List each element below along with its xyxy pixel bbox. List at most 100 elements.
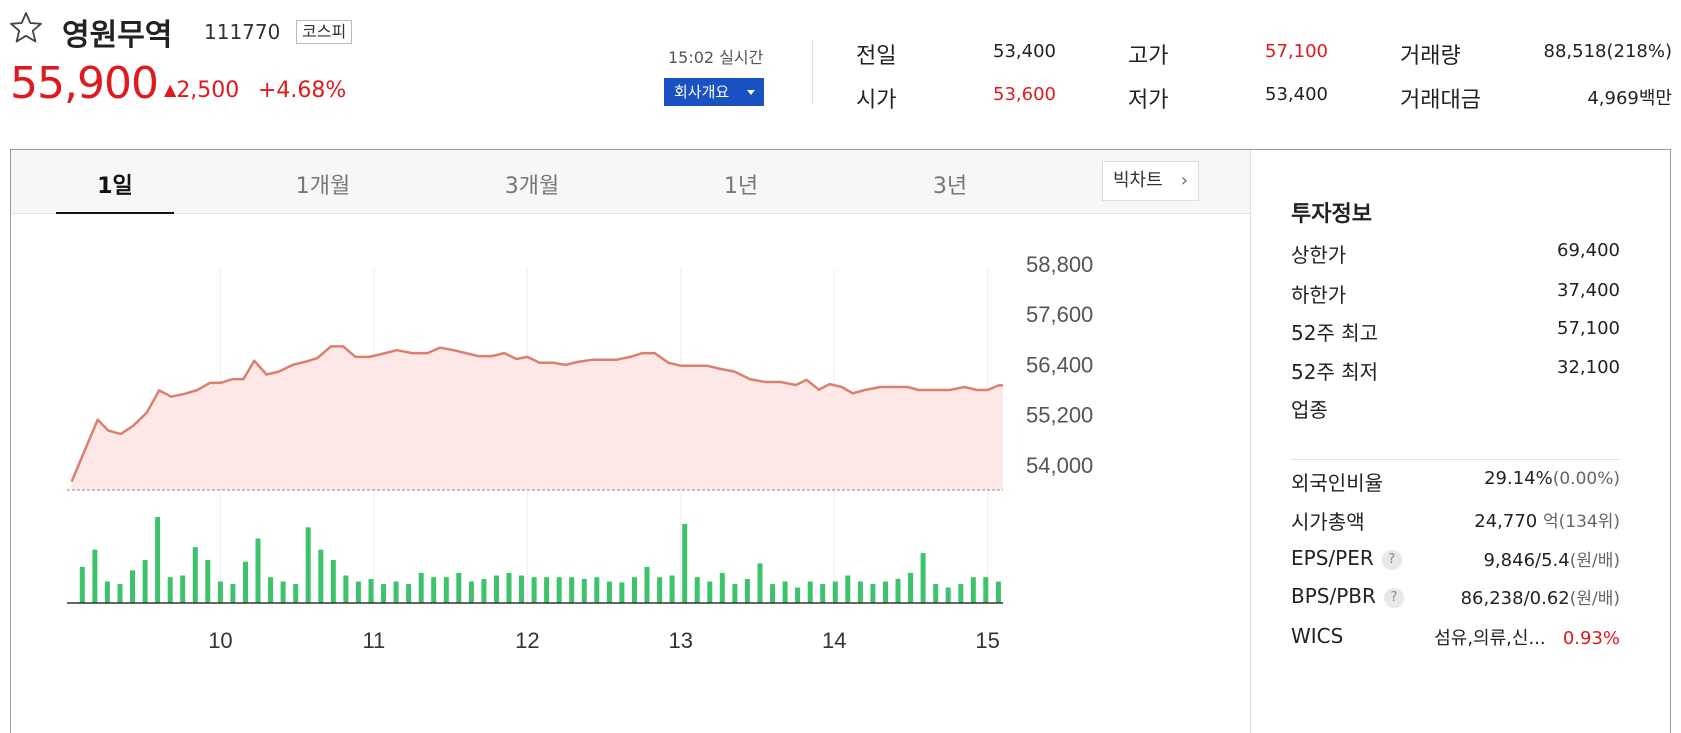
volume-bar	[330, 560, 336, 603]
volume-bar	[958, 584, 964, 603]
volume-bar	[744, 578, 750, 603]
volume-bar	[569, 577, 575, 603]
stat-value-trade-value: 4,969백만	[1587, 88, 1672, 109]
volume-bar	[519, 575, 524, 603]
x-tick-label: 14	[822, 628, 846, 653]
volume-bar	[895, 578, 901, 603]
wics-label: WICS	[1291, 624, 1344, 648]
volume-bar	[368, 578, 374, 603]
volume-bar	[443, 577, 449, 603]
x-tick-label: 10	[208, 628, 232, 653]
volume-bar	[230, 584, 236, 603]
lower-limit-label: 하한가	[1291, 283, 1347, 307]
volume-bar	[268, 577, 274, 603]
help-icon[interactable]: ?	[1383, 588, 1404, 608]
volume-bar	[883, 581, 888, 603]
volume-bar	[995, 581, 1001, 603]
tab-1day[interactable]: 1일	[97, 174, 133, 199]
52week-low-label: 52주 최저	[1291, 360, 1379, 384]
chart-panel: 1일 1개월 3개월 1년 3년 빅차트 › 58,800 57,600 56,40…	[10, 149, 1671, 733]
volume-bar	[606, 581, 612, 603]
bps-pbr-value: 86,238/0.62(원/배)	[1411, 584, 1620, 609]
volume-bar	[506, 572, 512, 603]
volume-bar	[870, 584, 876, 603]
volume-bar	[669, 575, 675, 603]
market-cap-label: 시가총액	[1291, 510, 1365, 534]
current-price: 55,900	[10, 58, 159, 109]
stat-value-open: 53,600	[993, 84, 1056, 105]
volume-bar	[619, 582, 625, 603]
volume-bar	[318, 549, 324, 603]
price-change-value: 2,500	[176, 78, 240, 103]
company-overview-dropdown[interactable]: 회사개요	[664, 78, 764, 106]
tab-1year[interactable]: 1년	[723, 174, 759, 199]
wics-industry[interactable]: 섬유,의류,신...	[1434, 628, 1546, 649]
y-tick-label: 58,800	[1026, 252, 1093, 277]
company-overview-label: 회사개요	[674, 83, 730, 101]
volume-bar	[719, 572, 725, 603]
52week-low-value: 32,100	[1557, 357, 1620, 378]
volume-bar	[594, 577, 600, 603]
wics-value: 섬유,의류,신... 0.93%	[1391, 624, 1620, 650]
stat-label-trade-value: 거래대금	[1400, 88, 1481, 113]
lower-limit-value: 37,400	[1557, 280, 1620, 301]
wics-change: 0.93%	[1562, 628, 1620, 649]
volume-bar	[807, 581, 813, 603]
volume-bar	[406, 584, 412, 603]
52week-high-label: 52주 최고	[1291, 321, 1379, 345]
chevron-right-icon: ›	[1180, 170, 1188, 191]
volume-bar	[155, 517, 161, 603]
52week-high-value: 57,100	[1557, 318, 1620, 339]
intraday-price-chart: 58,800 57,600 56,400 55,200 54,000 10 11 12 13 14…	[67, 252, 1093, 653]
eps-per-label: EPS/PER?	[1291, 546, 1402, 570]
volume-bar	[456, 572, 462, 603]
market-cap-rank: 억(134위)	[1543, 512, 1620, 532]
volume-bar	[707, 581, 713, 603]
x-tick-label: 12	[515, 628, 539, 653]
volume-bar	[556, 577, 562, 603]
stock-name: 영원무역	[62, 18, 173, 53]
bps-pbr-number: 86,238/0.62	[1460, 588, 1570, 609]
volume-bar	[418, 572, 424, 603]
eps-per-value: 9,846/5.4(원/배)	[1411, 546, 1620, 571]
price-area-fill	[71, 346, 1004, 490]
upper-limit-label: 상한가	[1291, 243, 1347, 267]
price-change: ▲2,500	[164, 78, 239, 103]
help-icon[interactable]: ?	[1381, 550, 1402, 570]
market-cap-number: 24,770	[1474, 511, 1538, 532]
volume-bar	[343, 575, 349, 603]
volume-bar	[355, 581, 361, 603]
volume-bar	[945, 587, 951, 603]
volume-bar	[970, 577, 976, 603]
up-arrow-icon: ▲	[164, 80, 177, 99]
active-tab-underline	[56, 212, 174, 214]
stat-label-low: 저가	[1128, 88, 1169, 113]
header-divider	[812, 40, 813, 104]
bps-pbr-text: BPS/PBR	[1291, 584, 1376, 608]
volume-bar	[167, 577, 173, 603]
volume-bar	[79, 566, 85, 603]
eps-per-text: EPS/PER	[1291, 546, 1374, 570]
tab-3year[interactable]: 3년	[932, 174, 968, 199]
eps-per-unit: (원/배)	[1569, 551, 1620, 571]
volume-bar	[632, 577, 637, 603]
volume-bar	[142, 560, 148, 603]
stat-value-volume: 88,518(218%)	[1543, 41, 1673, 62]
stat-value-prev-close: 53,400	[993, 41, 1056, 62]
volume-bar	[795, 587, 801, 603]
volume-bar	[857, 581, 863, 603]
big-chart-button[interactable]: 빅차트 ›	[1102, 161, 1199, 201]
volume-bar	[581, 578, 587, 603]
volume-bar	[531, 577, 537, 603]
volume-bar	[130, 570, 135, 603]
tab-3month[interactable]: 3개월	[504, 174, 560, 199]
favorite-star-icon[interactable]	[8, 10, 44, 46]
volume-bar	[92, 549, 98, 603]
invest-info-title: 투자정보	[1291, 202, 1372, 227]
stat-label-open: 시가	[856, 88, 897, 113]
tab-1month[interactable]: 1개월	[295, 174, 351, 199]
market-badge: 코스피	[296, 20, 353, 44]
realtime-timestamp: 15:02 실시간	[668, 48, 764, 67]
period-tab-bar: 1일 1개월 3개월 1년 3년 빅차트 ›	[11, 150, 1250, 214]
volume-bar	[770, 584, 775, 603]
